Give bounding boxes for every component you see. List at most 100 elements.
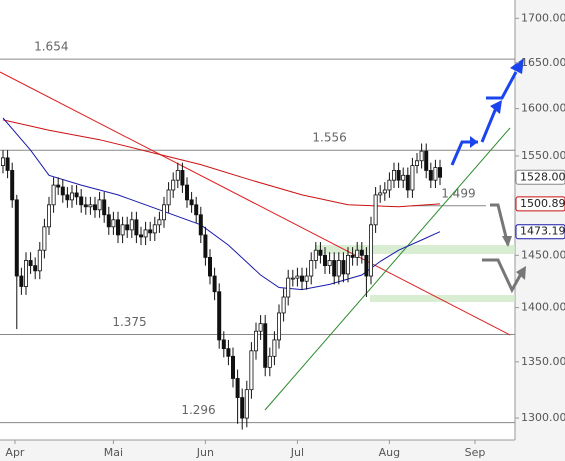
candle-body bbox=[51, 184, 56, 206]
scenario-arrow bbox=[482, 258, 524, 294]
x-tick-label: Apr bbox=[5, 446, 25, 459]
candle-body bbox=[92, 204, 97, 211]
y-tick-label: 1650.000 bbox=[521, 56, 565, 69]
candle-body bbox=[300, 275, 305, 282]
candle-body bbox=[125, 224, 130, 231]
candle-body bbox=[129, 219, 134, 231]
candle-body bbox=[28, 260, 33, 267]
candle-body bbox=[355, 249, 360, 258]
candle-body bbox=[198, 214, 203, 236]
candle-body bbox=[346, 254, 351, 275]
candle-body bbox=[304, 275, 309, 282]
last-close-label-box bbox=[515, 169, 565, 185]
candle-body bbox=[33, 265, 38, 272]
candle-body bbox=[65, 194, 70, 201]
candle-body bbox=[433, 167, 438, 181]
candle-body bbox=[410, 165, 415, 191]
level-label: 1.654 bbox=[34, 40, 68, 54]
candle-body bbox=[83, 204, 88, 208]
moving-average bbox=[2, 119, 441, 208]
last-close-label: 1528.00 bbox=[520, 170, 565, 183]
candle-body bbox=[254, 330, 259, 352]
candle-body bbox=[387, 179, 392, 191]
candle-body bbox=[438, 167, 443, 178]
candle-body bbox=[106, 214, 111, 228]
up-arrow-path bbox=[480, 107, 498, 143]
candle-body bbox=[327, 260, 332, 267]
candle-body bbox=[157, 219, 162, 226]
candle-body bbox=[263, 323, 268, 368]
candle-body bbox=[0, 157, 5, 166]
candle-body bbox=[240, 397, 245, 419]
candle-body bbox=[267, 355, 272, 368]
candle-body bbox=[37, 249, 42, 272]
y-tick-label: 1550.000 bbox=[521, 149, 565, 162]
y-tick-label: 1600.000 bbox=[521, 102, 565, 115]
candle-body bbox=[212, 275, 217, 293]
candle-body bbox=[152, 224, 157, 234]
candle-body bbox=[369, 224, 374, 277]
level-label: 1.556 bbox=[312, 131, 346, 145]
candle-body bbox=[120, 224, 125, 236]
y-tick-label: 1300.000 bbox=[521, 411, 565, 424]
candle-body bbox=[208, 256, 213, 277]
candle-body bbox=[415, 160, 420, 166]
candle-body bbox=[221, 339, 226, 350]
candle-body bbox=[392, 170, 397, 181]
candle-body bbox=[249, 350, 254, 391]
candle-body bbox=[79, 196, 84, 206]
candle-body bbox=[350, 254, 355, 258]
ma-last-value: 1473.19 bbox=[520, 225, 565, 238]
candle-body bbox=[175, 170, 180, 181]
candle-body bbox=[88, 204, 93, 208]
candle-body bbox=[226, 348, 231, 357]
support-zone bbox=[315, 245, 515, 254]
arrow-head bbox=[490, 100, 502, 114]
candle-body bbox=[180, 170, 185, 186]
scenario-arrow bbox=[490, 203, 510, 246]
candle-body bbox=[115, 219, 120, 236]
ma-last-value-box bbox=[515, 196, 565, 212]
candle-body bbox=[134, 219, 139, 236]
x-axis-area bbox=[0, 440, 515, 461]
candle-body bbox=[143, 229, 148, 238]
candle-body bbox=[405, 174, 410, 191]
candle-body bbox=[341, 260, 346, 275]
candle-body bbox=[244, 389, 249, 419]
x-tick-label: Jun bbox=[196, 446, 214, 459]
candle-body bbox=[102, 199, 107, 216]
candle-body bbox=[203, 234, 208, 258]
candle-body bbox=[235, 378, 240, 398]
x-tick-label: Sep bbox=[465, 446, 486, 459]
y-tick-label: 1350.000 bbox=[521, 355, 565, 368]
level-label: 1.375 bbox=[112, 315, 146, 329]
candle-body bbox=[23, 260, 28, 287]
support-zone bbox=[370, 295, 515, 302]
ma-last-value: 1500.89 bbox=[520, 197, 565, 210]
candle-body bbox=[359, 249, 364, 256]
candle-body bbox=[401, 174, 406, 181]
candle-body bbox=[364, 254, 369, 277]
ma-last-value-box bbox=[515, 224, 565, 240]
candle-body bbox=[10, 170, 15, 201]
x-tick-label: Mai bbox=[104, 446, 123, 459]
candle-body bbox=[74, 192, 79, 198]
candle-body bbox=[194, 204, 199, 216]
candle-body bbox=[171, 179, 176, 191]
arrow-head bbox=[470, 136, 478, 148]
candle-body bbox=[373, 194, 378, 226]
candle-body bbox=[313, 249, 318, 261]
candle-body bbox=[5, 157, 10, 171]
candle-body bbox=[166, 189, 171, 206]
candle-body bbox=[281, 296, 286, 314]
x-tick-label: Jul bbox=[290, 446, 304, 459]
downtrend-line bbox=[0, 71, 511, 336]
up-arrow-path bbox=[486, 71, 518, 100]
candle-body bbox=[258, 323, 263, 332]
candle-body bbox=[336, 260, 341, 277]
candle-body bbox=[277, 312, 282, 341]
candle-body bbox=[60, 186, 65, 196]
candle-body bbox=[309, 260, 314, 277]
moving-average bbox=[2, 117, 441, 291]
